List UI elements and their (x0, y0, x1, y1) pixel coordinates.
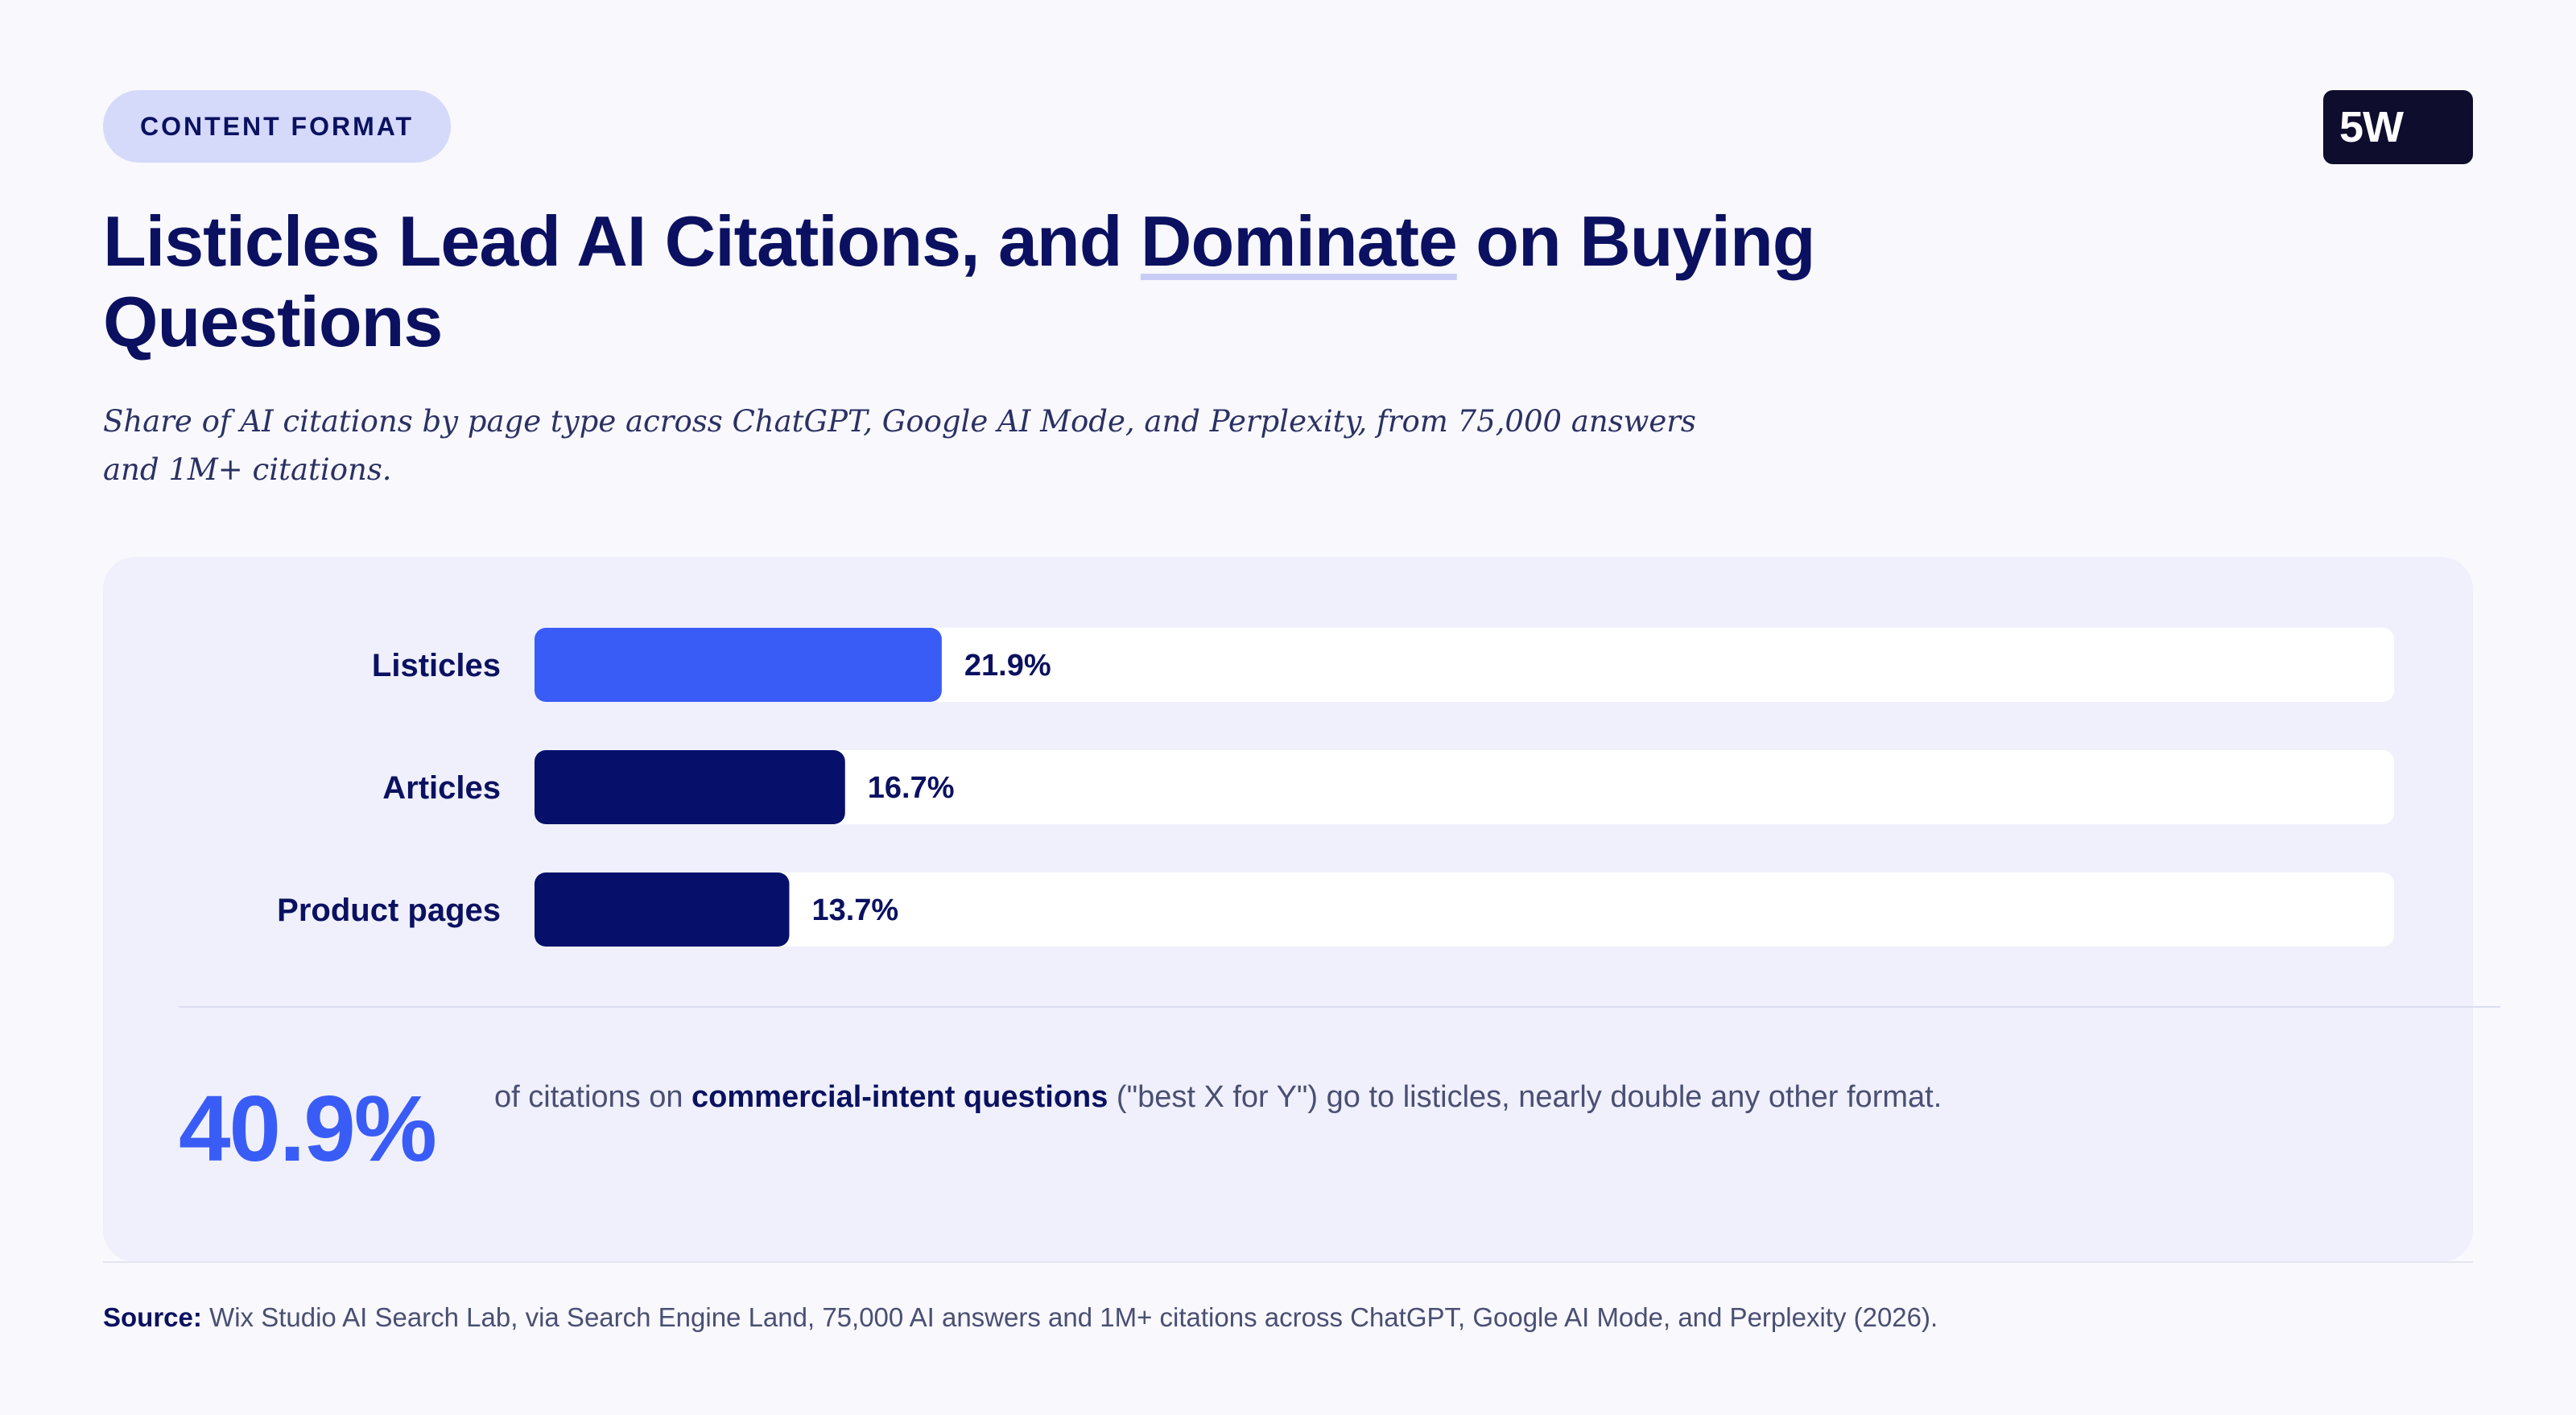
bar-track-articles (535, 750, 2394, 824)
value-label-product-pages: 13.7% (811, 893, 898, 927)
callout-text-bold: commercial-intent questions (691, 1080, 1108, 1114)
brand-logo: 5W (2323, 90, 2473, 164)
callout-text-before: of citations on (494, 1080, 692, 1114)
callout-text-after: ("best X for Y") go to listicles, nearly… (1108, 1080, 1942, 1114)
value-label-listicles: 21.9% (964, 649, 1051, 683)
value-label-articles: 16.7% (868, 771, 955, 805)
bar-product-pages (535, 873, 790, 947)
category-tag: CONTENT FORMAT (103, 90, 452, 163)
page-title: Listicles Lead AI Citations, and Dominat… (103, 201, 1955, 362)
bar-articles (535, 750, 845, 824)
source-label: Source: (103, 1302, 202, 1332)
source-text: Wix Studio AI Search Lab, via Search Eng… (201, 1302, 1938, 1332)
bar-track-listicles (535, 628, 2394, 702)
category-label-product-pages: Product pages (277, 893, 501, 928)
footer-divider (103, 1261, 2473, 1263)
title-part-2: on Buying Questions (103, 201, 1815, 361)
bar-track-product-pages (535, 873, 2394, 947)
bar-listicles (535, 628, 942, 702)
category-label-articles: Articles (382, 770, 501, 806)
bar-chart: Listicles 21.9% Articles 16.7% Product pages… (277, 628, 2394, 947)
chart-card: Listicles 21.9% Articles 16.7% Product pages… (103, 557, 2500, 1262)
card-divider (179, 1006, 2500, 1008)
category-label-listicles: Listicles (372, 648, 501, 683)
source-note: Source: Wix Studio AI Search Lab, via Se… (103, 1297, 1938, 1338)
callout-value: 40.9% (179, 1076, 437, 1181)
page-subtitle: Share of AI citations by page type acros… (103, 404, 1696, 487)
title-part-1: Listicles Lead AI Citations, and (103, 201, 1141, 281)
callout-text: of citations on commercial-intent questi… (494, 1075, 2072, 1119)
title-highlight: Dominate (1140, 201, 1458, 281)
